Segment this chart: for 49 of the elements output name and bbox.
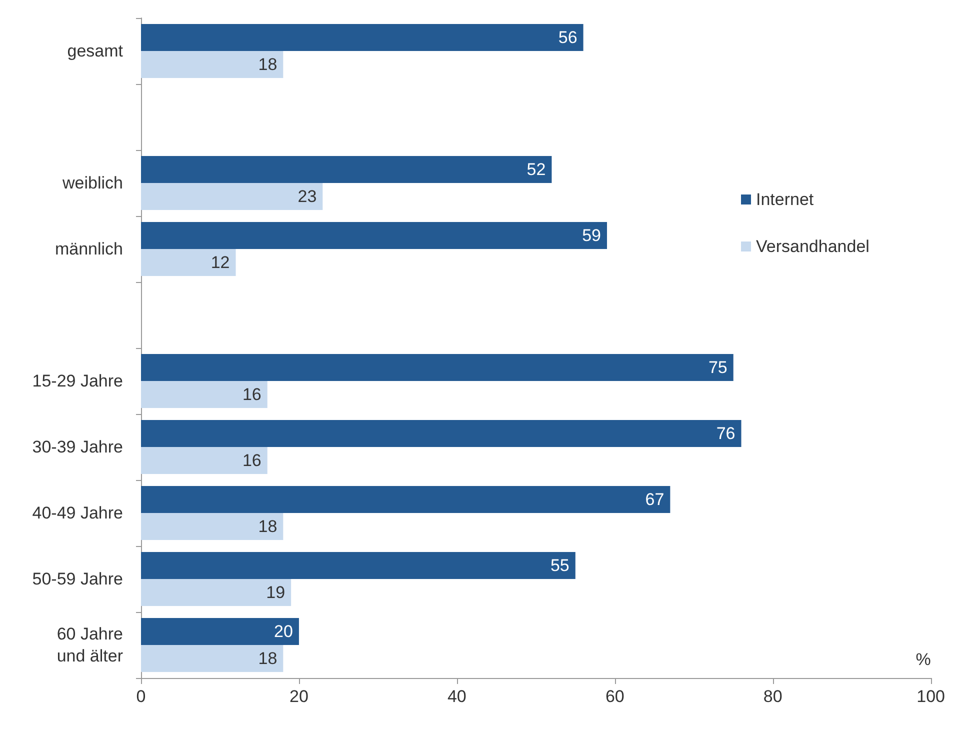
x-tick-label: 0 xyxy=(136,687,146,706)
data-label: 16 xyxy=(242,385,262,404)
bar xyxy=(141,579,292,606)
data-label: 59 xyxy=(582,226,601,245)
bar xyxy=(141,51,284,78)
data-label: 18 xyxy=(258,517,278,536)
y-tick-label: 15-29 Jahre xyxy=(32,372,123,390)
data-label: 23 xyxy=(298,187,317,206)
bar xyxy=(141,447,268,474)
x-tick-label: 80 xyxy=(763,687,782,706)
bar xyxy=(141,420,742,447)
data-label: 12 xyxy=(210,253,230,272)
bar xyxy=(141,183,323,210)
y-tick-label: gesamt xyxy=(67,42,124,60)
data-label: 19 xyxy=(266,583,286,602)
data-label: 16 xyxy=(242,451,262,470)
bar xyxy=(141,645,284,672)
y-tick-label: 40-49 Jahre xyxy=(32,504,123,522)
x-tick-label: 20 xyxy=(290,687,308,706)
y-tick-label: 30-39 Jahre xyxy=(32,438,123,456)
data-label: 55 xyxy=(550,556,570,575)
y-tick-label: weiblich xyxy=(62,174,123,192)
data-label: 67 xyxy=(645,490,664,509)
data-label: 76 xyxy=(716,424,736,443)
x-tick-label: 100 xyxy=(916,687,946,706)
bar xyxy=(141,552,576,579)
data-label: 56 xyxy=(558,28,578,47)
data-label: 52 xyxy=(526,160,546,179)
bar xyxy=(141,156,552,183)
bar xyxy=(141,486,670,513)
data-label: 18 xyxy=(258,55,278,74)
bar xyxy=(141,222,607,249)
legend-label: Internet xyxy=(756,190,814,209)
legend-label: Versandhandel xyxy=(756,237,870,256)
x-tick-label: 40 xyxy=(447,687,466,706)
bar xyxy=(141,513,284,540)
x-tick-label: 60 xyxy=(605,687,624,706)
y-tick-label: 50-59 Jahre xyxy=(32,570,123,588)
bar xyxy=(141,354,734,381)
data-label: 20 xyxy=(274,622,293,641)
y-tick-label: 60 Jahre und älter xyxy=(56,624,124,666)
bar xyxy=(141,618,299,645)
bar xyxy=(141,381,268,408)
bar xyxy=(141,249,236,276)
x-axis-title: % xyxy=(916,650,931,669)
data-label: 75 xyxy=(708,358,728,377)
bar xyxy=(141,24,584,51)
data-label: 18 xyxy=(258,649,278,668)
y-tick-label: männlich xyxy=(54,240,123,258)
